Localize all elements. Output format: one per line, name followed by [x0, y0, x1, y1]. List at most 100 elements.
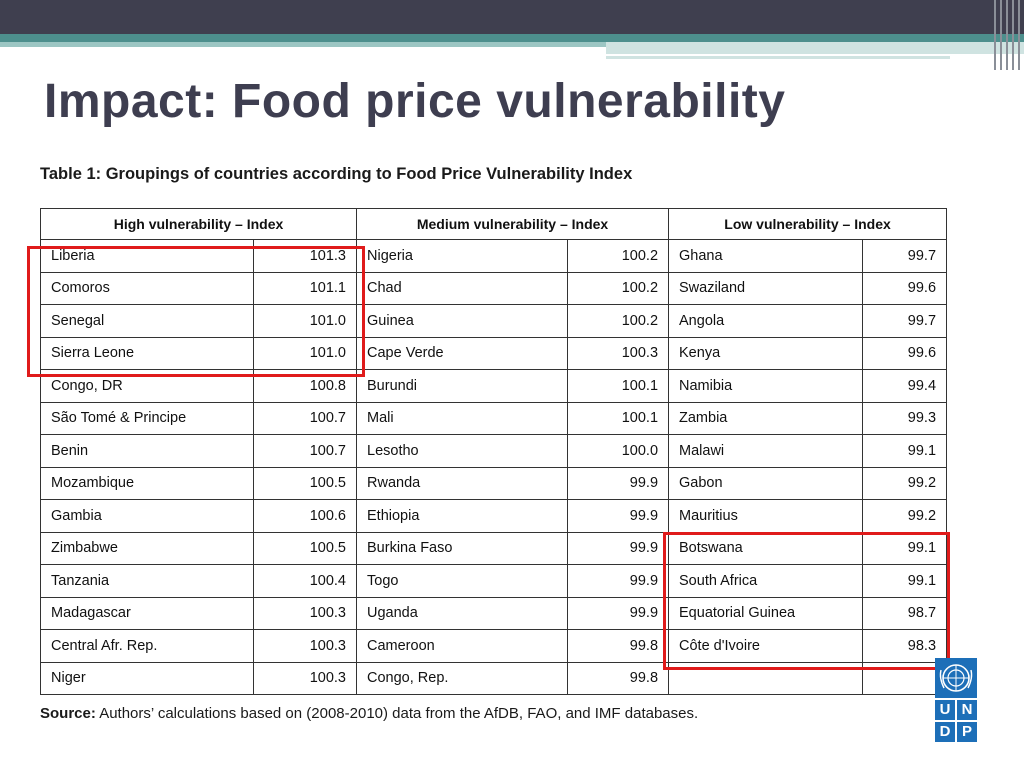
country-cell: Uganda	[356, 596, 568, 630]
table-row: Tanzania 100.4 Togo 99.9 South Africa 99.1	[40, 564, 948, 598]
country-cell: Rwanda	[356, 466, 568, 500]
table-row: Zimbabwe 100.5 Burkina Faso 99.9 Botswana 99.…	[40, 531, 948, 565]
index-cell: 101.0	[253, 304, 357, 338]
index-cell: 100.3	[253, 596, 357, 630]
index-cell: 100.5	[253, 466, 357, 500]
table-row: Central Afr. Rep. 100.3 Cameroon 99.8 Côte d…	[40, 629, 948, 663]
country-cell: Nigeria	[356, 239, 568, 273]
index-cell: 100.3	[253, 661, 357, 695]
country-cell: Niger	[40, 661, 254, 695]
country-cell: Zimbabwe	[40, 531, 254, 565]
logo-letter-d: D	[935, 722, 955, 742]
country-cell: Togo	[356, 564, 568, 598]
index-cell: 99.9	[566, 596, 670, 630]
index-cell: 99.8	[566, 629, 670, 663]
country-cell: São Tomé & Principe	[40, 401, 254, 435]
country-cell: Guinea	[356, 304, 568, 338]
source-note: Source: Authors’ calculations based on (…	[40, 705, 698, 722]
header-low: Low vulnerability – Index	[668, 208, 948, 240]
country-cell: Mali	[356, 401, 568, 435]
index-cell: 99.2	[862, 466, 948, 500]
index-cell: 99.9	[566, 531, 670, 565]
table-row: Madagascar 100.3 Uganda 99.9 Equatorial Guin…	[40, 596, 948, 630]
table-header-row: High vulnerability – Index Medium vulner…	[40, 208, 948, 240]
country-cell: Malawi	[668, 434, 864, 468]
index-cell: 100.3	[253, 629, 357, 663]
index-cell: 99.2	[862, 499, 948, 533]
country-cell: Liberia	[40, 239, 254, 273]
table-row: Senegal 101.0 Guinea 100.2 Angola 99.7	[40, 304, 948, 338]
table-row: Benin 100.7 Lesotho 100.0 Malawi 99.1	[40, 434, 948, 468]
source-label: Source:	[40, 705, 96, 722]
index-cell: 100.1	[566, 401, 670, 435]
table-row: Sierra Leone 101.0 Cape Verde 100.3 Kenya 99.…	[40, 336, 948, 370]
index-cell: 99.1	[862, 564, 948, 598]
country-cell: Congo, Rep.	[356, 661, 568, 695]
index-cell: 100.6	[253, 499, 357, 533]
highlight-box-low	[663, 532, 950, 670]
undp-logo: U N D P	[935, 658, 977, 742]
table-row: São Tomé & Principe 100.7 Mali 100.1 Zambia 9…	[40, 401, 948, 435]
index-cell: 99.9	[566, 466, 670, 500]
header-high: High vulnerability – Index	[40, 208, 357, 240]
index-cell: 100.4	[253, 564, 357, 598]
country-cell: Angola	[668, 304, 864, 338]
slide-title: Impact: Food price vulnerability	[44, 75, 786, 128]
table-row: Mozambique 100.5 Rwanda 99.9 Gabon 99.2	[40, 466, 948, 500]
country-cell: Senegal	[40, 304, 254, 338]
country-cell: Cameroon	[356, 629, 568, 663]
index-cell: 99.1	[862, 434, 948, 468]
index-cell: 100.1	[566, 369, 670, 403]
index-cell: 100.2	[566, 271, 670, 305]
country-cell: Zambia	[668, 401, 864, 435]
index-cell: 100.5	[253, 531, 357, 565]
corner-decoration	[992, 0, 1024, 70]
highlight-box-high	[27, 246, 365, 377]
index-cell: 99.9	[566, 499, 670, 533]
country-cell: Central Afr. Rep.	[40, 629, 254, 663]
accent-stripe-pale-thin	[606, 56, 950, 59]
country-cell: Ghana	[668, 239, 864, 273]
country-cell: Comoros	[40, 271, 254, 305]
table-caption: Table 1: Groupings of countries accordin…	[40, 165, 633, 183]
country-cell: Côte d'Ivoire	[668, 629, 864, 663]
country-cell: Burundi	[356, 369, 568, 403]
vulnerability-table: High vulnerability – Index Medium vulner…	[40, 208, 948, 695]
index-cell: 99.6	[862, 271, 948, 305]
country-cell: Namibia	[668, 369, 864, 403]
header-medium: Medium vulnerability – Index	[355, 208, 670, 240]
country-cell: Mauritius	[668, 499, 864, 533]
country-cell: Gabon	[668, 466, 864, 500]
country-cell: Kenya	[668, 336, 864, 370]
index-cell: 101.1	[253, 271, 357, 305]
top-banner	[0, 0, 1024, 34]
index-cell: 99.8	[566, 661, 670, 695]
index-cell: 100.2	[566, 304, 670, 338]
index-cell: 100.3	[566, 336, 670, 370]
index-cell: 100.7	[253, 434, 357, 468]
country-cell: Burkina Faso	[356, 531, 568, 565]
accent-stripe-pale	[606, 42, 1024, 54]
index-cell: 99.9	[566, 564, 670, 598]
index-cell: 100.2	[566, 239, 670, 273]
country-cell: Gambia	[40, 499, 254, 533]
index-cell: 99.1	[862, 531, 948, 565]
table-row: Gambia 100.6 Ethiopia 99.9 Mauritius 99.2	[40, 499, 948, 533]
index-cell: 99.3	[862, 401, 948, 435]
index-cell: 99.7	[862, 304, 948, 338]
country-cell: Madagascar	[40, 596, 254, 630]
logo-letter-u: U	[935, 700, 955, 720]
country-cell: Lesotho	[356, 434, 568, 468]
index-cell: 100.0	[566, 434, 670, 468]
accent-stripe	[0, 34, 1024, 42]
un-emblem-icon	[935, 658, 977, 698]
country-cell: Swaziland	[668, 271, 864, 305]
country-cell: Benin	[40, 434, 254, 468]
index-cell: 99.7	[862, 239, 948, 273]
accent-stripe-light	[0, 42, 606, 47]
country-cell: Cape Verde	[356, 336, 568, 370]
source-text: Authors’ calculations based on (2008-201…	[95, 705, 699, 722]
country-cell: Chad	[356, 271, 568, 305]
country-cell: Tanzania	[40, 564, 254, 598]
country-cell: Ethiopia	[356, 499, 568, 533]
